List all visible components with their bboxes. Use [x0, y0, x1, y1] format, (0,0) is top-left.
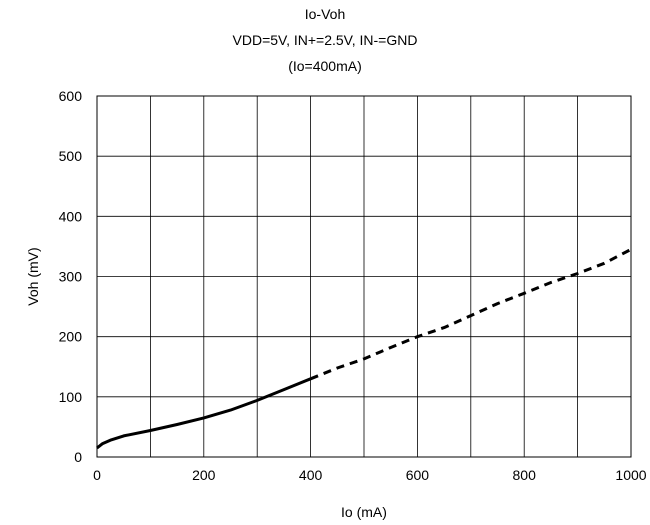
x-tick-label: 0 — [93, 467, 101, 483]
data-series — [96, 248, 632, 450]
x-tick-label: 200 — [192, 467, 216, 483]
y-tick-label: 0 — [74, 449, 82, 465]
chart-subtitle: VDD=5V, IN+=2.5V, IN-=GND — [232, 32, 418, 48]
x-tick-label: 600 — [406, 467, 430, 483]
x-tick-labels: 0 200 400 600 800 1000 — [93, 467, 647, 483]
x-axis-label: Io (mA) — [341, 504, 387, 520]
y-tick-label: 300 — [59, 269, 83, 285]
x-tick-label: 400 — [299, 467, 323, 483]
y-tick-labels: 0 100 200 300 400 500 600 — [59, 88, 83, 465]
x-tick-label: 800 — [513, 467, 537, 483]
y-tick-label: 500 — [59, 148, 83, 164]
y-axis-label: Voh (mV) — [25, 247, 41, 305]
y-tick-label: 400 — [59, 208, 83, 224]
y-tick-label: 600 — [59, 88, 83, 104]
series-line-solid — [96, 377, 312, 450]
y-tick-label: 100 — [59, 389, 83, 405]
y-tick-label: 200 — [59, 329, 83, 345]
grid-lines — [97, 96, 631, 457]
x-tick-label: 1000 — [615, 467, 646, 483]
chart-subtitle-condition: (Io=400mA) — [288, 58, 362, 74]
chart-title: Io-Voh — [304, 6, 346, 22]
series-line-dashed — [310, 248, 632, 381]
